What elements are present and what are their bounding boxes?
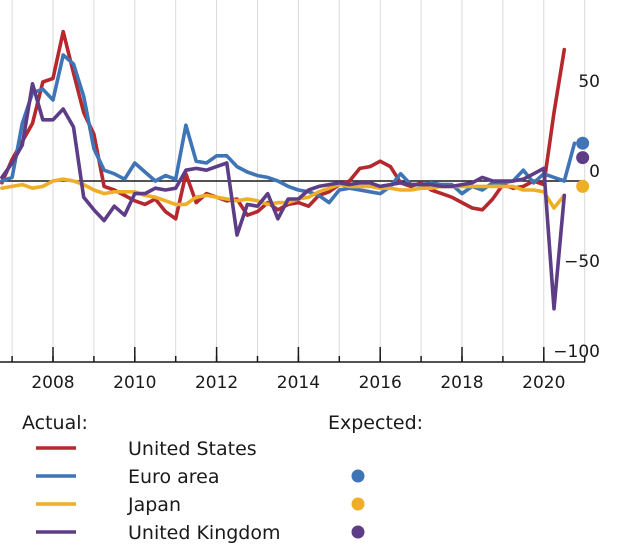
legend-entries: United States Euro area Japan United Kingdo… <box>36 438 365 544</box>
x-tick-label-2020: 2020 <box>522 373 565 393</box>
legend-label-euro-area: Euro area <box>128 466 219 488</box>
series-line-united-kingdom <box>0 82 567 311</box>
legend-label-united-kingdom: United Kingdom <box>128 522 281 544</box>
expected-point-united-kingdom <box>576 151 590 165</box>
legend-label-united-states: United States <box>128 438 257 460</box>
x-tick-label-2012: 2012 <box>195 373 238 393</box>
legend-expected-dot-united-kingdom <box>351 525 365 539</box>
x-tick-label-2016: 2016 <box>359 373 402 393</box>
x-tick-label-2010: 2010 <box>113 373 156 393</box>
legend-label-japan: Japan <box>127 494 181 516</box>
expected-point-japan <box>576 179 590 193</box>
y-tick-label: 50 <box>578 72 600 92</box>
legend-expected-title: Expected: <box>328 412 423 434</box>
y-tick-label: 0 <box>589 162 600 182</box>
series-lines <box>0 29 577 311</box>
x-tick-label-2014: 2014 <box>277 373 320 393</box>
legend-actual-title: Actual: <box>22 412 88 434</box>
x-tick-label-2008: 2008 <box>31 373 74 393</box>
y-axis-ticks: 50 0 −50 −100 <box>553 72 600 362</box>
y-tick-label: −50 <box>564 252 600 272</box>
series-line-japan <box>0 177 567 210</box>
expected-point-euro-area <box>576 136 590 150</box>
y-tick-label: −100 <box>553 342 600 362</box>
expected-points <box>576 136 590 193</box>
legend-expected-dot-euro-area <box>351 469 365 483</box>
x-axis-ticks: 2008 2010 2012 2014 2016 2018 2020 <box>11 347 586 393</box>
series-line-euro-area <box>0 53 577 205</box>
x-tick-label-2018: 2018 <box>440 373 483 393</box>
legend-expected-dot-japan <box>351 497 365 511</box>
legend: Actual: Expected: United States Euro area… <box>22 412 423 544</box>
